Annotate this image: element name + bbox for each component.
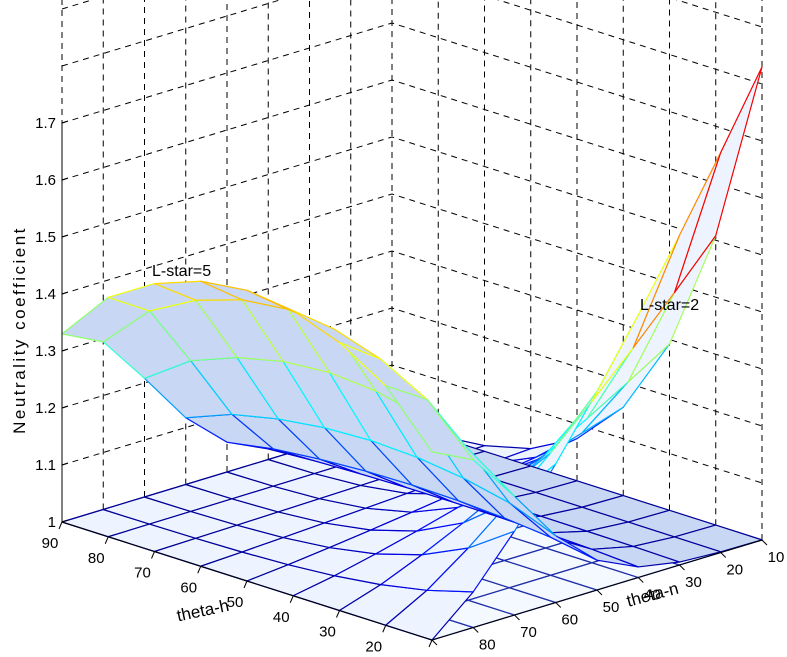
grid-line — [61, 136, 763, 256]
theta-n-tick — [637, 577, 644, 583]
z-tick — [61, 234, 69, 238]
theta-h-tick-label: 70 — [134, 565, 151, 582]
theta-n-tick-label: 80 — [479, 637, 496, 653]
annotation-lstar-2: L-star=2 — [640, 297, 699, 314]
z-tick — [61, 120, 69, 124]
theta-n-tick-label: 10 — [768, 549, 785, 566]
theta-h-tick-label: 60 — [180, 579, 197, 596]
grid-line — [61, 364, 763, 484]
z-tick-label: 1.5 — [35, 229, 56, 246]
z-tick-label: 1 — [48, 514, 56, 531]
theta-h-tick — [289, 595, 294, 603]
theta-h-tick — [104, 536, 109, 544]
theta-h-tick — [382, 625, 387, 633]
z-tick-label: 1.4 — [35, 286, 56, 303]
z-tick-label: 1.6 — [35, 172, 56, 189]
theta-h-tick-label: 90 — [42, 535, 59, 552]
surface-cell — [385, 385, 474, 461]
theta-n-tick-label: 20 — [726, 562, 743, 579]
theta-h-tick-label: 80 — [88, 550, 105, 567]
z-tick — [61, 177, 69, 181]
theta-h-tick — [58, 521, 63, 530]
theta-n-tick — [596, 589, 603, 596]
z-tick — [61, 519, 69, 523]
theta-h-tick — [428, 639, 433, 648]
z-tick-label: 1.3 — [35, 343, 56, 360]
theta-h-tick-label: 50 — [227, 594, 244, 611]
grid-line — [61, 79, 763, 199]
z-tick-label: 1.7 — [35, 115, 56, 132]
theta-n-tick-label: 60 — [561, 612, 578, 629]
theta-n-tick — [431, 639, 438, 646]
theta-n-tick — [514, 614, 520, 621]
theta-h-tick — [151, 551, 155, 559]
theta-n-tick — [555, 602, 562, 608]
theta-h-tick-label: 20 — [365, 638, 382, 652]
theta-n-tick — [761, 539, 768, 546]
grid-line — [61, 22, 763, 142]
theta-n-tick — [720, 552, 727, 558]
theta-h-tick-label: 40 — [273, 609, 290, 626]
annotation-lstar-5: L-star=5 — [152, 263, 211, 280]
z-tick — [61, 291, 69, 295]
z-tick-label: 1.1 — [35, 457, 56, 474]
grid-line — [61, 0, 763, 85]
axes-layer — [58, 120, 768, 648]
theta-h-tick — [197, 566, 202, 574]
theta-n-tick-label: 50 — [603, 599, 620, 616]
z-tick-label: 1.2 — [35, 400, 56, 417]
grid-line — [61, 0, 763, 28]
theta-h-tick — [243, 580, 248, 589]
z-axis-label: Neutrality coefficient — [10, 226, 29, 434]
grid-line — [61, 193, 763, 313]
y-axis-label: theta-n — [625, 579, 681, 611]
z-tick — [61, 405, 69, 409]
theta-n-tick-label: 70 — [520, 624, 537, 641]
surface-lstar-5 — [61, 280, 763, 568]
z-tick — [61, 462, 69, 466]
theta-n-tick — [472, 627, 479, 633]
theta-h-tick-label: 30 — [319, 624, 336, 641]
theta-n-tick — [679, 564, 685, 571]
z-tick — [61, 348, 69, 352]
surface-cell — [673, 66, 763, 294]
theta-n-tick-label: 40 — [644, 587, 661, 604]
theta-n-tick-label: 30 — [685, 574, 702, 591]
theta-h-tick — [336, 610, 340, 618]
x-axis-label: theta-h — [175, 596, 231, 626]
